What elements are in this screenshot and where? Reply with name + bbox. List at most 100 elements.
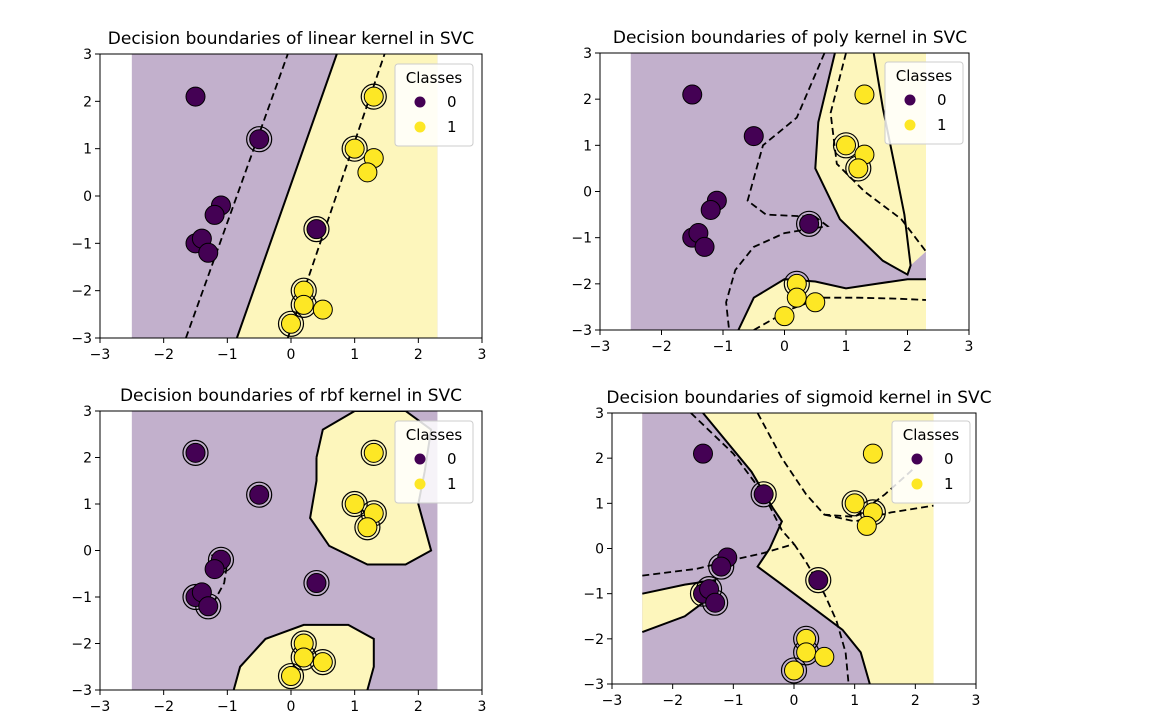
legend-box	[394, 63, 474, 147]
support-vector-ring	[780, 657, 808, 684]
y-tick-label: −2	[571, 277, 592, 293]
data-point-class-1	[281, 666, 301, 687]
y-tick-label: 1	[583, 138, 592, 154]
legend-box	[891, 420, 971, 504]
x-tick-label: 3	[478, 347, 487, 363]
y-tick-label: −1	[571, 231, 592, 247]
decision-boundary-line	[235, 54, 338, 338]
data-point-class-0	[753, 484, 774, 505]
margin-line	[793, 543, 850, 684]
y-tick-label: 0	[583, 185, 592, 201]
x-tick-label: −3	[602, 693, 623, 709]
legend-entry-label: 0	[447, 93, 457, 111]
support-vector-ring	[832, 132, 860, 159]
x-tick-label: −2	[662, 693, 683, 709]
y-tick-label: 1	[595, 496, 604, 512]
support-vector-ring	[360, 439, 387, 466]
x-tick-label: −1	[217, 347, 238, 363]
subplot-sigmoid: Decision boundaries of sigmoid kernel in…	[583, 388, 991, 709]
data-point-class-1	[786, 287, 807, 308]
x-tick-label: −3	[90, 699, 111, 715]
y-tick-label: 3	[83, 47, 92, 63]
data-point-class-1	[363, 442, 384, 463]
data-point-class-1	[344, 138, 365, 159]
legend-marker-class-1	[414, 121, 426, 133]
subplot-rbf: Decision boundaries of rbf kernel in SVC…	[71, 386, 486, 715]
data-point-class-1	[293, 294, 314, 315]
x-tick-label: 1	[842, 339, 851, 355]
y-tick-label: 2	[83, 94, 92, 110]
support-vector-ring	[841, 490, 868, 517]
y-tick-label: −1	[583, 587, 604, 603]
subplot-poly: Decision boundaries of poly kernel in SV…	[571, 28, 973, 355]
legend: Classes 0 1	[884, 61, 964, 145]
data-point-class-0	[204, 204, 225, 225]
y-tick-label: −2	[71, 637, 92, 653]
x-tick-label: −2	[651, 339, 672, 355]
data-point-class-1	[814, 646, 835, 667]
y-tick-label: −3	[71, 683, 92, 699]
legend-marker-class-1	[904, 119, 916, 131]
x-tick-label: 0	[287, 699, 296, 715]
data-point-class-0	[198, 596, 219, 617]
x-tick-label: −1	[713, 339, 734, 355]
data-point-class-0	[198, 242, 219, 263]
y-tick-label: 0	[83, 189, 92, 205]
data-point-class-0	[306, 219, 327, 240]
x-tick-label: −3	[590, 339, 611, 355]
y-tick-label: 3	[83, 404, 92, 420]
legend-marker-class-0	[414, 96, 426, 108]
data-point-class-1	[856, 515, 877, 536]
y-tick-label: −2	[71, 284, 92, 300]
y-tick-label: 3	[583, 46, 592, 62]
legend-marker-class-1	[414, 478, 426, 490]
legend-entry-label: 1	[447, 475, 457, 493]
data-point-class-1	[774, 306, 795, 327]
decision-boundary-line	[232, 623, 375, 690]
data-point-class-1	[357, 162, 378, 183]
data-point-class-1	[796, 642, 817, 663]
legend-marker-class-1	[911, 478, 923, 490]
y-tick-label: 3	[595, 406, 604, 422]
x-tick-label: 2	[414, 347, 423, 363]
data-point-class-0	[705, 592, 726, 613]
class-0-region	[642, 413, 870, 684]
support-vector-ring	[277, 662, 305, 690]
legend-title: Classes	[903, 426, 960, 444]
x-tick-label: 2	[911, 693, 920, 709]
data-point-class-0	[700, 199, 721, 220]
data-point-class-1	[357, 517, 378, 538]
support-vector-ring	[246, 481, 273, 508]
decision-boundary-line	[814, 53, 912, 277]
plot-title: Decision boundaries of poly kernel in SV…	[613, 28, 967, 48]
data-point-class-1	[848, 158, 869, 179]
y-tick-label: −2	[583, 632, 604, 648]
x-tick-label: 3	[972, 693, 981, 709]
legend-entry-label: 0	[447, 450, 457, 468]
decision-boundary-line	[737, 278, 926, 330]
support-vector-ring	[805, 567, 832, 594]
support-vector-ring	[795, 210, 823, 237]
data-point-class-0	[185, 442, 206, 463]
legend-marker-class-0	[414, 453, 426, 465]
margin-line	[185, 54, 289, 338]
support-vector-ring	[182, 439, 209, 466]
plot-title: Decision boundaries of linear kernel in …	[108, 29, 474, 49]
x-tick-label: 1	[350, 699, 359, 715]
data-point-class-0	[185, 86, 206, 107]
legend: Classes 0 1	[394, 63, 474, 147]
y-tick-label: 2	[595, 451, 604, 467]
data-point-class-1	[312, 652, 333, 673]
data-point-class-1	[844, 493, 865, 514]
x-tick-label: −1	[723, 693, 744, 709]
x-tick-label: 2	[903, 339, 912, 355]
plot-area	[630, 53, 927, 330]
data-point-class-0	[306, 573, 327, 594]
data-point-class-1	[293, 647, 314, 668]
plot-area	[641, 413, 934, 684]
support-vector-ring	[277, 310, 305, 337]
legend-box	[394, 420, 474, 504]
legend-title: Classes	[896, 67, 953, 85]
y-tick-label: −1	[71, 236, 92, 252]
